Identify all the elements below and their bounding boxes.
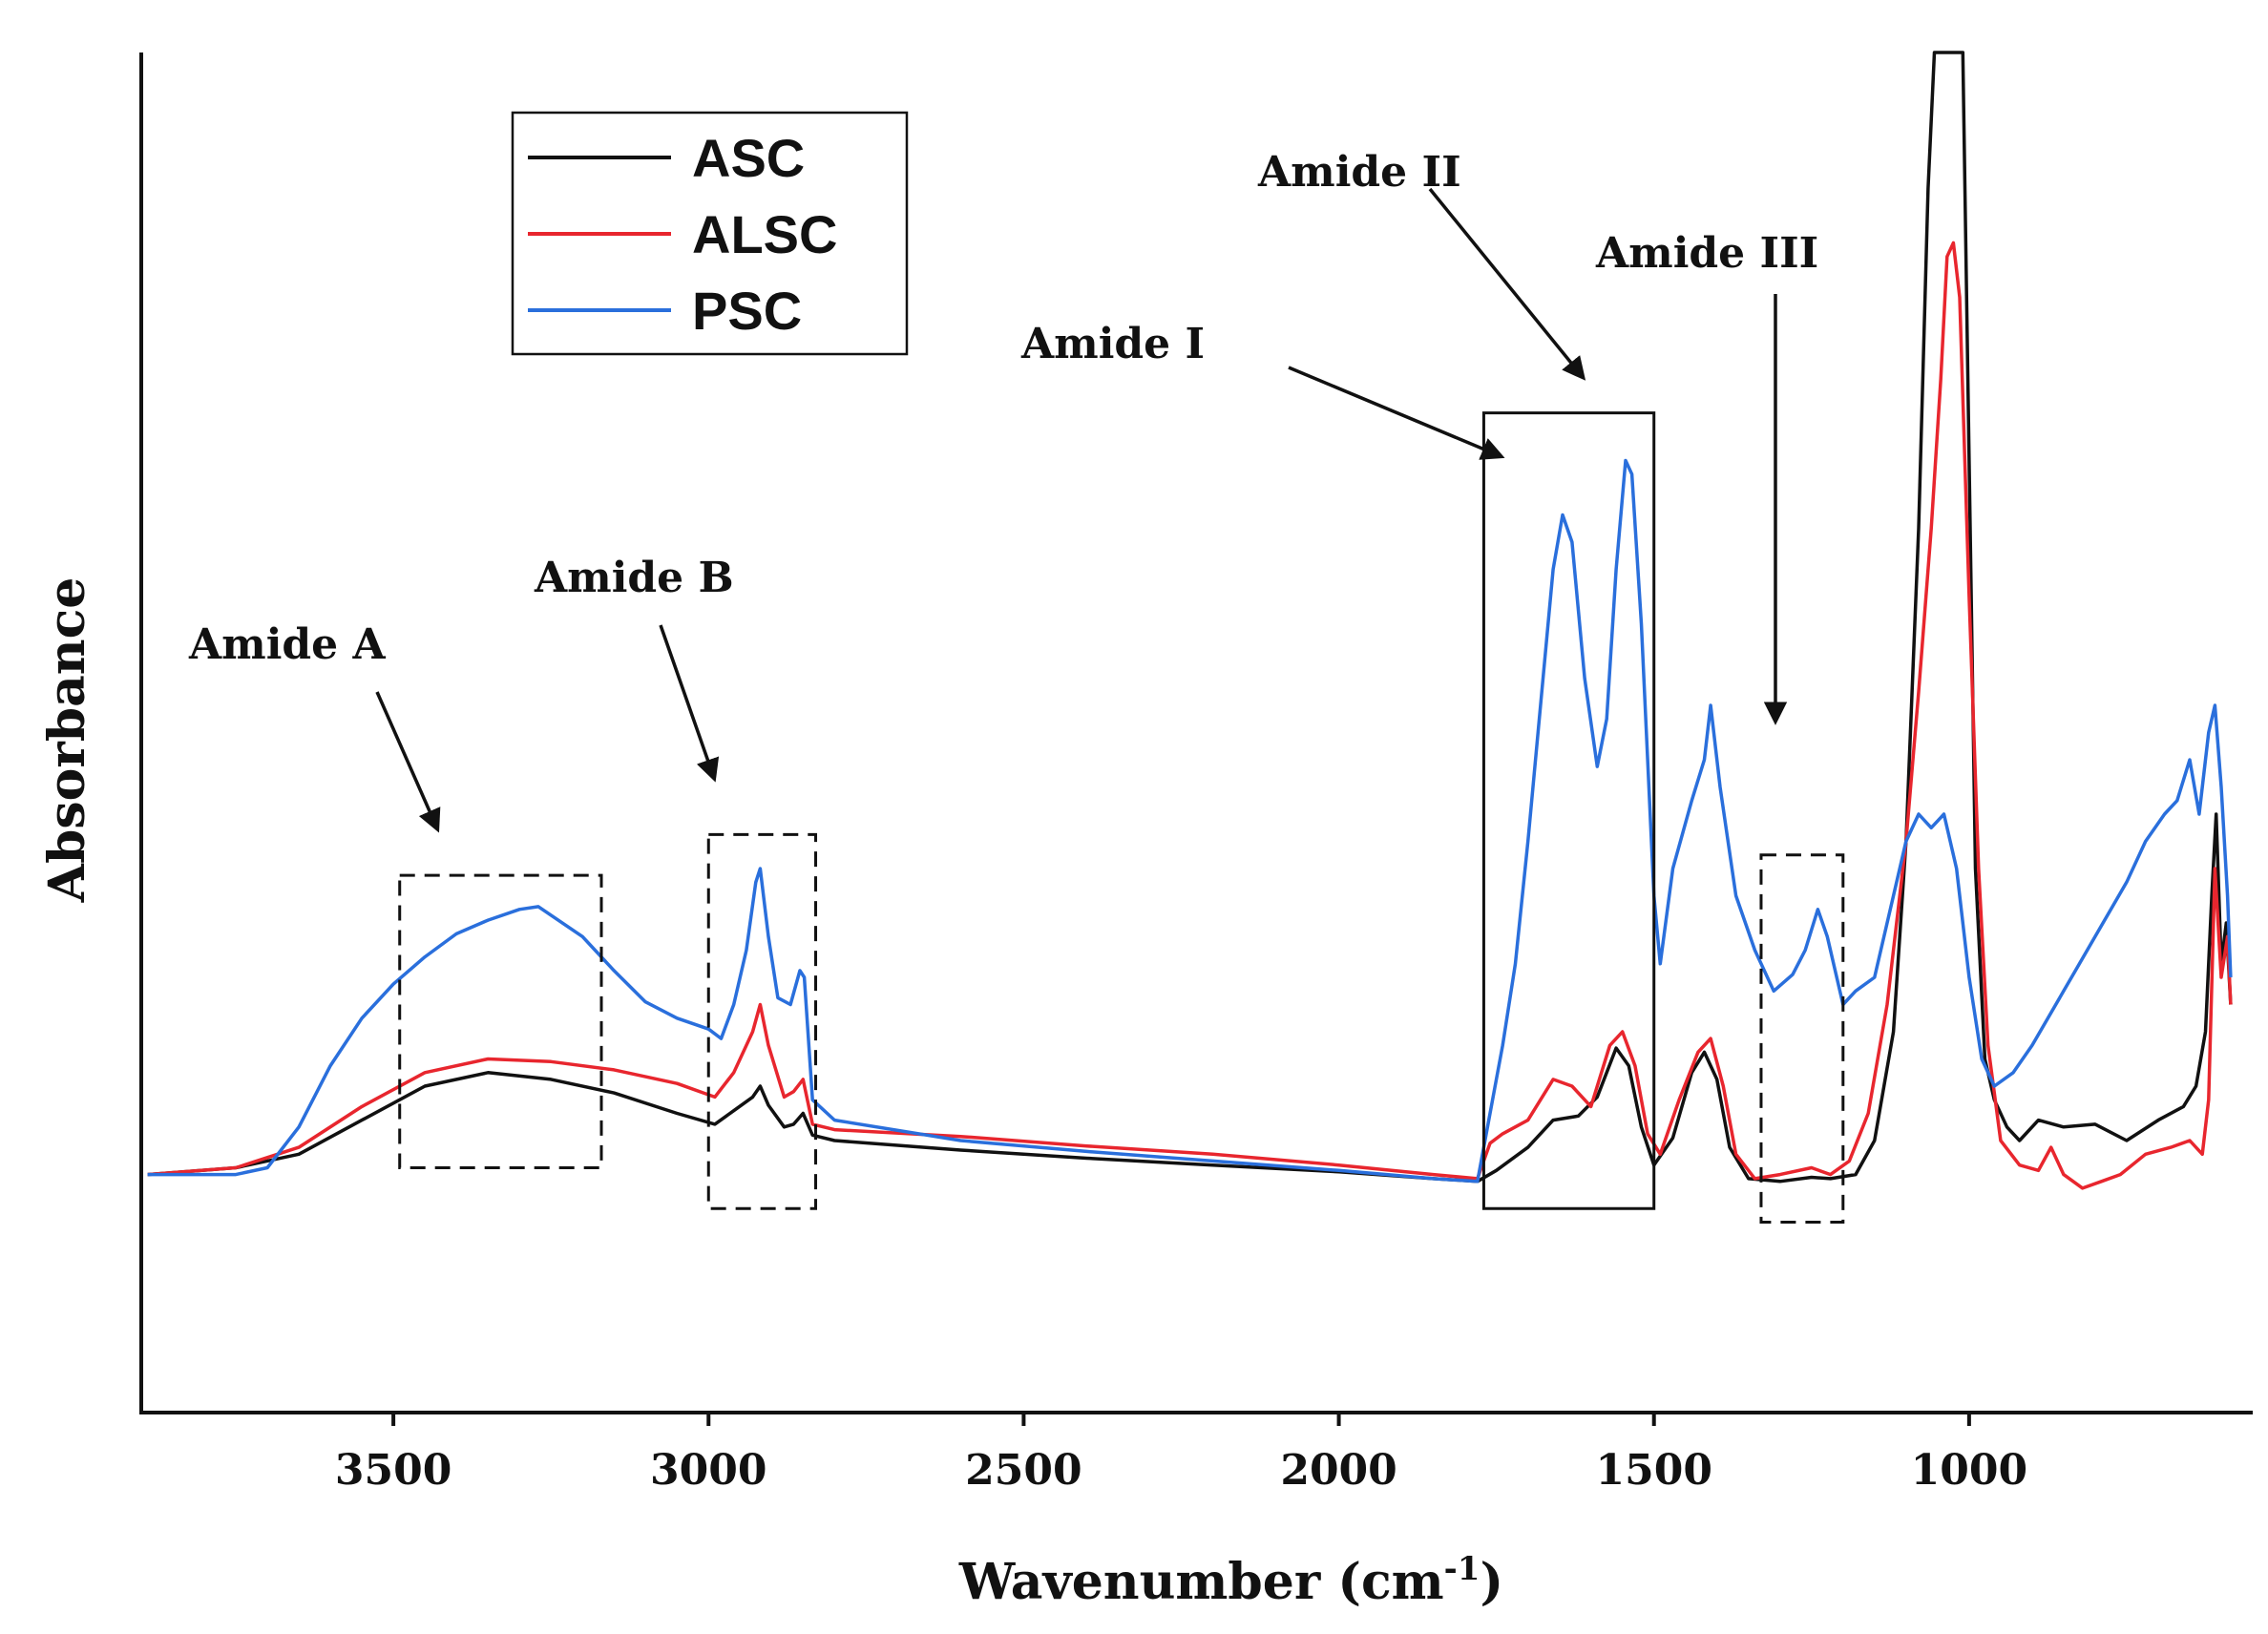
x-axis-title-close: ) [1480,1553,1503,1611]
amide-i-arrow [1288,366,1505,460]
x-ticks: 3500 3000 2500 2000 1500 1000 [335,1413,2027,1495]
x-axis-title: Wavenumber (cm-1) [958,1550,1503,1611]
x-tick-label-1500: 1500 [1595,1446,1712,1495]
legend-label-PSC: PSC [692,281,802,341]
amide-b-region-box [706,832,818,1210]
x-axis-title-superscript: -1 [1444,1550,1480,1588]
legend-label-ASC: ASC [692,128,805,188]
amide-b-label: Amide B [534,554,734,602]
amide-a-label: Amide A [188,620,386,669]
x-tick-label-3000: 3000 [650,1446,766,1495]
amide-a-arrow [375,691,441,833]
y-axis-title: Absorbance [38,577,96,904]
series-line-PSC [147,458,2233,1184]
amide-a-region-box [398,873,603,1169]
amide-i-label: Amide I [1020,320,1205,368]
amide-iii-label: Amide III [1595,229,1818,278]
series-line-ASC [147,51,2233,1184]
legend-label-ALSC: ALSC [692,204,837,264]
series-line-ALSC [147,241,2233,1190]
x-tick-label-2000: 2000 [1280,1446,1396,1495]
x-axis-title-main: Wavenumber (cm [958,1553,1444,1611]
legend: ASC ALSC PSC [511,111,909,356]
series-layer [147,51,2233,1190]
amide-ii-arrow [1428,187,1586,381]
x-tick-label-1000: 1000 [1911,1446,2027,1495]
x-tick-label-2500: 2500 [965,1446,1082,1495]
amide-i-ii-region-box [1481,411,1656,1210]
amide-ii-label: Amide II [1257,148,1461,197]
x-tick-label-3500: 3500 [335,1446,452,1495]
amide-b-arrow [659,624,720,783]
